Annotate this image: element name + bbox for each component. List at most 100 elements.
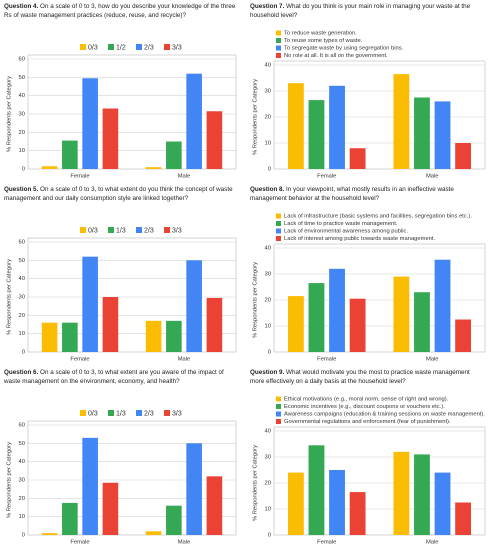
y-tick-label: 10 <box>19 148 25 154</box>
y-tick-label: 0 <box>22 167 25 173</box>
bar <box>414 292 430 352</box>
bar <box>434 472 451 535</box>
bar <box>455 143 472 169</box>
x-tick-label: Female <box>317 357 336 363</box>
y-tick-label: 40 <box>265 246 271 252</box>
legend-label: To reduce waste generation. <box>284 31 357 37</box>
bar <box>414 454 430 535</box>
y-tick-label: 0 <box>22 350 25 356</box>
legend-swatch <box>276 53 281 58</box>
legend-swatch <box>276 228 281 234</box>
y-tick-label: 20 <box>265 298 271 304</box>
bar <box>308 283 325 352</box>
chart-title: Question 8. In your viewpoint, what most… <box>246 184 489 210</box>
chart-panel: Question 4. On a scale of 0 to 3, how do… <box>0 1 240 183</box>
y-tick-label: 30 <box>265 89 271 95</box>
chart-panel: Question 7. What do you think is your ma… <box>246 1 489 183</box>
x-tick-label: Female <box>70 540 89 546</box>
y-tick-label: 40 <box>19 276 25 282</box>
plot-frame <box>273 243 486 353</box>
y-tick-label: 10 <box>19 331 25 337</box>
x-tick-label: Male <box>426 174 439 180</box>
bar <box>62 502 78 535</box>
y-tick-label: 60 <box>19 240 25 246</box>
chart-title: Question 4. On a scale of 0 to 3, how do… <box>0 1 240 39</box>
legend-swatch <box>80 410 86 416</box>
bar <box>102 297 119 352</box>
legend-label: Awareness campaigns (education & trainin… <box>284 412 485 418</box>
bar <box>434 101 451 169</box>
bar <box>455 502 472 535</box>
chart: 0/3 1/3 2/3 3/3 0 10 20 30 40 50 60 % Respondents p… <box>7 227 237 363</box>
legend-swatch <box>276 221 281 226</box>
chart: Ethical motivations (e.g., moral norm, s… <box>253 396 486 546</box>
y-tick-label: 10 <box>19 514 25 520</box>
plot-frame <box>27 237 237 353</box>
bar <box>329 268 345 352</box>
plot-frame <box>27 420 237 536</box>
legend-swatch <box>164 227 170 233</box>
bar <box>393 276 410 352</box>
question-label: Question 9. <box>250 369 285 376</box>
y-tick-label: 0 <box>268 350 271 356</box>
bar <box>102 108 119 169</box>
chart: 0/3 1/2 2/3 3/3 0 10 20 30 40 50 60 % Respondents p… <box>7 44 237 180</box>
y-tick-label: 50 <box>19 441 25 447</box>
bar <box>82 256 98 352</box>
bar <box>186 443 202 535</box>
legend-label: Governmental regulations and enforcement… <box>284 419 451 425</box>
bar <box>349 492 366 535</box>
legend-label: 2/3 <box>144 44 154 51</box>
y-tick-label: 30 <box>265 455 271 461</box>
y-tick-label: 0 <box>268 533 271 539</box>
legend-label: 1/3 <box>116 227 126 234</box>
bar <box>393 74 410 169</box>
y-tick-label: 60 <box>19 423 25 429</box>
question-text: What would motivate you the most to prac… <box>250 369 470 385</box>
bar <box>102 482 119 535</box>
chart: 0/3 1/3 2/3 3/3 0 10 20 30 40 50 60 % Respondents p… <box>7 410 237 546</box>
x-tick-label: Male <box>178 540 191 546</box>
bar <box>308 100 325 169</box>
y-tick-label: 10 <box>265 507 271 513</box>
y-tick-label: 20 <box>19 130 25 136</box>
question-text: On a scale of 0 to 3, how do you describ… <box>4 3 236 19</box>
question-label: Question 5. <box>4 186 39 193</box>
plot-frame <box>273 426 486 536</box>
legend-swatch <box>276 404 281 409</box>
legend-label: Ethical motivations (e.g., moral norm, s… <box>284 397 449 403</box>
bar <box>206 476 223 535</box>
bar <box>308 445 325 535</box>
legend-swatch <box>276 411 281 417</box>
bar <box>62 140 78 169</box>
question-text: What do you think is your main role in m… <box>250 3 471 19</box>
legend-label: To segregate waste by using segregation … <box>284 46 404 52</box>
legend-label: 2/3 <box>144 227 154 234</box>
bar <box>41 533 58 535</box>
bar <box>166 320 182 352</box>
legend-swatch <box>276 38 281 43</box>
legend-swatch <box>80 227 86 233</box>
question-label: Question 6. <box>4 369 39 376</box>
bar <box>287 472 304 535</box>
bar <box>206 297 223 352</box>
y-axis-title: % Respondents per Category <box>253 445 259 521</box>
legend-swatch <box>136 410 142 416</box>
y-tick-label: 40 <box>19 459 25 465</box>
y-axis-title: % Respondents per Category <box>7 442 13 518</box>
legend-label: Lack of interest among public towards wa… <box>284 236 436 242</box>
legend-label: 3/3 <box>172 44 182 51</box>
y-axis-title: % Respondents per Category <box>7 76 13 152</box>
x-tick-label: Male <box>178 357 191 363</box>
bar <box>166 505 182 535</box>
x-tick-label: Female <box>70 174 89 180</box>
y-tick-label: 40 <box>265 429 271 435</box>
bar <box>287 83 304 169</box>
x-tick-label: Male <box>426 357 439 363</box>
bar <box>82 437 98 535</box>
bar <box>145 320 162 352</box>
bar <box>206 111 223 169</box>
bar <box>349 148 366 169</box>
chart-title: Question 5. On a scale of 0 to 3, to wha… <box>0 184 240 222</box>
question-text: In your viewpoint, what mostly results i… <box>250 186 454 202</box>
